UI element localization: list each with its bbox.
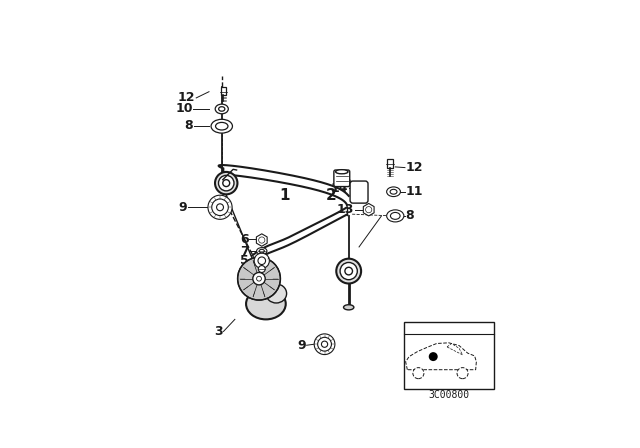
Text: 2: 2 — [326, 188, 337, 202]
Ellipse shape — [335, 170, 348, 174]
Text: 14: 14 — [330, 182, 348, 195]
Text: 13: 13 — [337, 203, 354, 216]
Ellipse shape — [218, 175, 234, 191]
Text: 4: 4 — [240, 263, 249, 276]
Text: 12: 12 — [406, 161, 423, 174]
Text: 7: 7 — [240, 245, 249, 258]
Ellipse shape — [219, 107, 225, 111]
Ellipse shape — [340, 263, 357, 280]
Ellipse shape — [344, 305, 354, 310]
Text: 6: 6 — [240, 233, 249, 246]
Circle shape — [317, 337, 332, 351]
Text: 9: 9 — [297, 339, 305, 352]
Circle shape — [457, 368, 468, 379]
Text: 3C00800: 3C00800 — [429, 390, 470, 400]
Circle shape — [216, 204, 223, 211]
Ellipse shape — [345, 267, 353, 275]
Ellipse shape — [387, 210, 404, 222]
Text: 11: 11 — [406, 185, 423, 198]
Bar — [404, 322, 494, 389]
Bar — [387, 159, 393, 168]
Ellipse shape — [246, 289, 285, 319]
Ellipse shape — [211, 119, 232, 133]
Ellipse shape — [266, 284, 287, 303]
Text: 5: 5 — [240, 254, 249, 267]
Text: 8: 8 — [184, 119, 193, 132]
Circle shape — [212, 199, 228, 215]
Ellipse shape — [340, 177, 350, 185]
Text: 12: 12 — [178, 91, 195, 104]
Ellipse shape — [387, 187, 401, 197]
Text: 8: 8 — [406, 209, 414, 222]
Ellipse shape — [336, 258, 361, 284]
Circle shape — [208, 195, 232, 220]
Ellipse shape — [215, 104, 228, 114]
Ellipse shape — [259, 250, 264, 253]
Ellipse shape — [216, 122, 228, 130]
Text: 10: 10 — [175, 103, 193, 116]
Circle shape — [254, 253, 269, 268]
Bar — [221, 86, 226, 95]
Circle shape — [258, 257, 266, 264]
Circle shape — [365, 207, 372, 213]
Circle shape — [413, 368, 424, 379]
Circle shape — [257, 276, 261, 281]
Ellipse shape — [257, 248, 267, 254]
FancyBboxPatch shape — [350, 181, 368, 203]
Ellipse shape — [390, 190, 397, 194]
Text: 9: 9 — [178, 201, 187, 214]
Circle shape — [314, 334, 335, 354]
Circle shape — [237, 257, 280, 300]
Polygon shape — [364, 203, 374, 216]
Ellipse shape — [223, 180, 230, 186]
FancyBboxPatch shape — [334, 170, 349, 186]
Circle shape — [259, 266, 265, 272]
Text: 1: 1 — [280, 188, 290, 202]
Circle shape — [259, 237, 265, 243]
Circle shape — [253, 272, 265, 285]
Circle shape — [321, 341, 328, 347]
Circle shape — [429, 352, 438, 361]
Text: 3: 3 — [214, 325, 223, 338]
Polygon shape — [257, 234, 267, 246]
Ellipse shape — [215, 172, 237, 194]
Ellipse shape — [390, 212, 400, 220]
